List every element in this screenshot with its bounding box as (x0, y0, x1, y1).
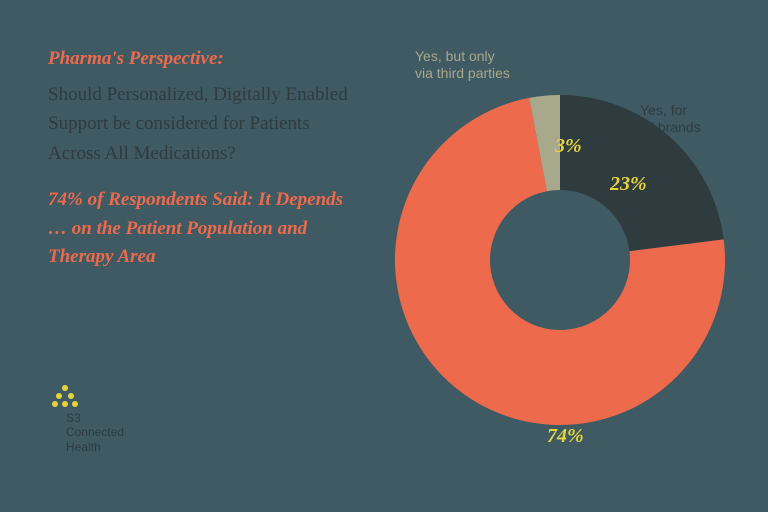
question-text: Should Personalized, Digitally Enabled S… (48, 80, 348, 168)
brand-logo: S3 Connected Health (48, 385, 124, 454)
text-column: Pharma's Perspective: Should Personalize… (48, 48, 348, 272)
slice-percent-label: 3% (555, 135, 582, 158)
heading: Pharma's Perspective: (48, 48, 348, 70)
donut-chart-area: Yes, but onlyvia third partiesYes, foral… (380, 60, 740, 480)
slice-percent-label: 23% (610, 173, 647, 196)
logo-line-2: Connected (66, 425, 124, 439)
logo-dots-icon (52, 385, 80, 409)
logo-line-1: S3 (66, 411, 124, 425)
slice-external-label: Yes, forall brands (640, 102, 701, 136)
slice-percent-label: 74% (547, 425, 584, 448)
logo-text: S3 Connected Health (66, 411, 124, 454)
slice-external-label: Yes, but onlyvia third parties (415, 48, 510, 82)
infographic-canvas: Pharma's Perspective: Should Personalize… (0, 0, 768, 512)
logo-line-3: Health (66, 440, 124, 454)
answer-text: 74% of Respondents Said: It Depends … on… (48, 186, 348, 272)
